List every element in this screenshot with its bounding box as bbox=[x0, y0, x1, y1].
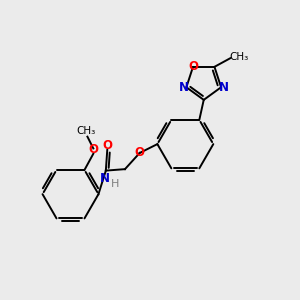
Text: O: O bbox=[135, 146, 145, 159]
Text: O: O bbox=[88, 143, 98, 156]
Text: CH₃: CH₃ bbox=[229, 52, 248, 61]
Text: O: O bbox=[102, 140, 112, 152]
Text: N: N bbox=[218, 81, 229, 94]
Text: O: O bbox=[189, 60, 199, 73]
Text: N: N bbox=[100, 172, 110, 185]
Text: N: N bbox=[179, 81, 189, 94]
Text: CH₃: CH₃ bbox=[76, 126, 96, 136]
Text: H: H bbox=[111, 179, 120, 189]
